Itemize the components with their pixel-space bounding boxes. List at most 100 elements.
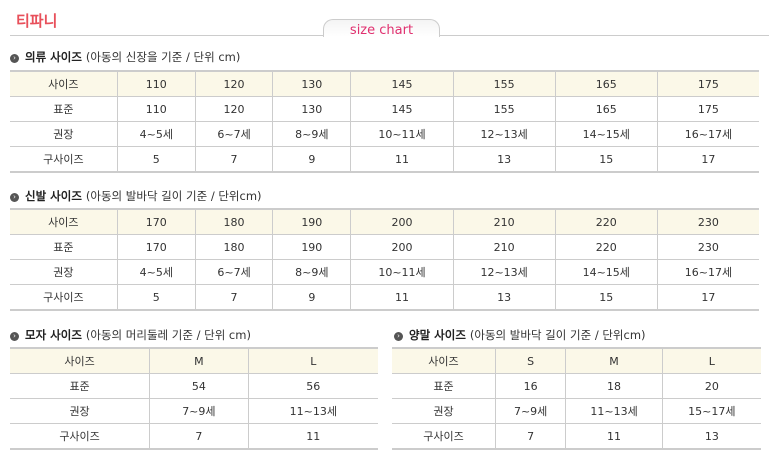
row-label: 표준 [10, 234, 118, 260]
table-cell: 180 [195, 234, 274, 260]
row-label: 사이즈 [10, 70, 118, 97]
table-row: 권장 4~5세 6~7세 8~9세 10~11세 12~13세 14~15세 16~17세 [10, 121, 759, 147]
table-row: 구사이즈 7 11 [10, 423, 378, 450]
row-label: 권장 [10, 121, 118, 147]
table-cell: 18 [565, 373, 663, 399]
table-cell: 5 [117, 284, 196, 311]
table-cell: 6~7세 [195, 259, 274, 285]
table-cell: 190 [272, 234, 352, 260]
brand-logo: 티파니 [16, 12, 58, 30]
table-cell: 155 [453, 96, 556, 122]
table-cell: 12~13세 [453, 121, 556, 147]
header-row: 사이즈 S M L [392, 347, 761, 374]
table-cell: 11 [565, 423, 663, 450]
table-cell: 170 [117, 234, 196, 260]
table-cell: 7 [195, 146, 274, 173]
section-note: (아동의 발바닥 길이 기준 / 단위cm) [85, 189, 262, 203]
row-label: 표준 [10, 373, 151, 399]
table-cell: L [662, 347, 761, 374]
bullet-icon: › [394, 332, 403, 341]
table-cell: 11 [350, 284, 454, 311]
table-cell: 4~5세 [117, 259, 196, 285]
table-cell: 56 [248, 373, 378, 399]
section-note: (아동의 신장을 기준 / 단위 cm) [85, 50, 241, 64]
table-cell: 9 [272, 284, 352, 311]
table-cell: 15~17세 [662, 398, 761, 424]
table-cell: 16 [495, 373, 567, 399]
header-row: 사이즈 M L [10, 347, 378, 374]
row-label: 구사이즈 [10, 284, 118, 311]
table-cell: 6~7세 [195, 121, 274, 147]
table-cell: 175 [657, 96, 759, 122]
table-cell: 7~9세 [495, 398, 567, 424]
tab-size-chart[interactable]: size chart [323, 19, 440, 38]
table-row: 표준 170 180 190 200 210 220 230 [10, 234, 759, 260]
table-cell: 17 [657, 284, 759, 311]
table-cell: 8~9세 [272, 121, 352, 147]
table-cell: L [248, 347, 378, 374]
table-cell: 210 [453, 234, 556, 260]
section-title: 모자 사이즈 [25, 328, 82, 342]
shoes-size-table: 사이즈 170 180 190 200 210 220 230 표준 170 180 190 200 21… [10, 208, 759, 311]
row-label: 사이즈 [10, 208, 118, 235]
bullet-icon: › [10, 54, 19, 63]
table-cell: 14~15세 [555, 121, 658, 147]
table-cell: 15 [555, 284, 658, 311]
table-cell: 11~13세 [248, 398, 378, 424]
row-label: 구사이즈 [10, 423, 151, 450]
table-cell: 145 [350, 96, 454, 122]
table-row: 표준 54 56 [10, 373, 378, 399]
section-title: 신발 사이즈 [25, 189, 82, 203]
table-row: 표준 110 120 130 145 155 165 175 [10, 96, 759, 122]
table-cell: 220 [555, 208, 658, 235]
table-cell: 10~11세 [350, 121, 454, 147]
table-cell: 175 [657, 70, 759, 97]
table-cell: 120 [195, 70, 274, 97]
table-cell: 10~11세 [350, 259, 454, 285]
section-shoes: › 신발 사이즈 (아동의 발바닥 길이 기준 / 단위cm) [10, 188, 262, 204]
section-clothing: › 의류 사이즈 (아동의 신장을 기준 / 단위 cm) [10, 49, 240, 65]
table-cell: 110 [117, 96, 196, 122]
header-row: 사이즈 110 120 130 145 155 165 175 [10, 70, 759, 97]
section-note: (아동의 발바닥 길이 기준 / 단위cm) [469, 328, 646, 342]
table-cell: 54 [149, 373, 249, 399]
table-row: 표준 16 18 20 [392, 373, 761, 399]
row-label: 표준 [10, 96, 118, 122]
section-hats: › 모자 사이즈 (아동의 머리둘레 기준 / 단위 cm) [10, 327, 251, 343]
table-cell: 200 [350, 208, 454, 235]
table-cell: 130 [272, 96, 352, 122]
table-cell: 14~15세 [555, 259, 658, 285]
table-cell: 13 [453, 146, 556, 173]
section-socks: › 양말 사이즈 (아동의 발바닥 길이 기준 / 단위cm) [394, 327, 646, 343]
row-label: 구사이즈 [392, 423, 496, 450]
socks-size-table: 사이즈 S M L 표준 16 18 20 권장 7~9세 11~13세 15~17세 구사이즈 7 11 1… [392, 347, 761, 450]
table-cell: 11~13세 [565, 398, 663, 424]
table-cell: 130 [272, 70, 352, 97]
table-cell: 230 [657, 234, 759, 260]
table-cell: 4~5세 [117, 121, 196, 147]
table-cell: 12~13세 [453, 259, 556, 285]
table-row: 구사이즈 5 7 9 11 13 15 17 [10, 284, 759, 311]
table-cell: 13 [453, 284, 556, 311]
row-label: 권장 [10, 259, 118, 285]
table-cell: 110 [117, 70, 196, 97]
table-cell: 7 [149, 423, 249, 450]
table-cell: 13 [662, 423, 761, 450]
hats-size-table: 사이즈 M L 표준 54 56 권장 7~9세 11~13세 구사이즈 7 11 [10, 347, 378, 450]
table-row: 구사이즈 5 7 9 11 13 15 17 [10, 146, 759, 173]
header-row: 사이즈 170 180 190 200 210 220 230 [10, 208, 759, 235]
row-label: 사이즈 [392, 347, 496, 374]
table-cell: 15 [555, 146, 658, 173]
table-cell: S [495, 347, 567, 374]
table-cell: M [565, 347, 663, 374]
bullet-icon: › [10, 193, 19, 202]
table-cell: 165 [555, 96, 658, 122]
table-cell: 7 [495, 423, 567, 450]
table-cell: 9 [272, 146, 352, 173]
table-cell: 8~9세 [272, 259, 352, 285]
table-row: 권장 7~9세 11~13세 15~17세 [392, 398, 761, 424]
table-cell: 190 [272, 208, 352, 235]
table-cell: M [149, 347, 249, 374]
table-cell: 7 [195, 284, 274, 311]
table-row: 구사이즈 7 11 13 [392, 423, 761, 450]
